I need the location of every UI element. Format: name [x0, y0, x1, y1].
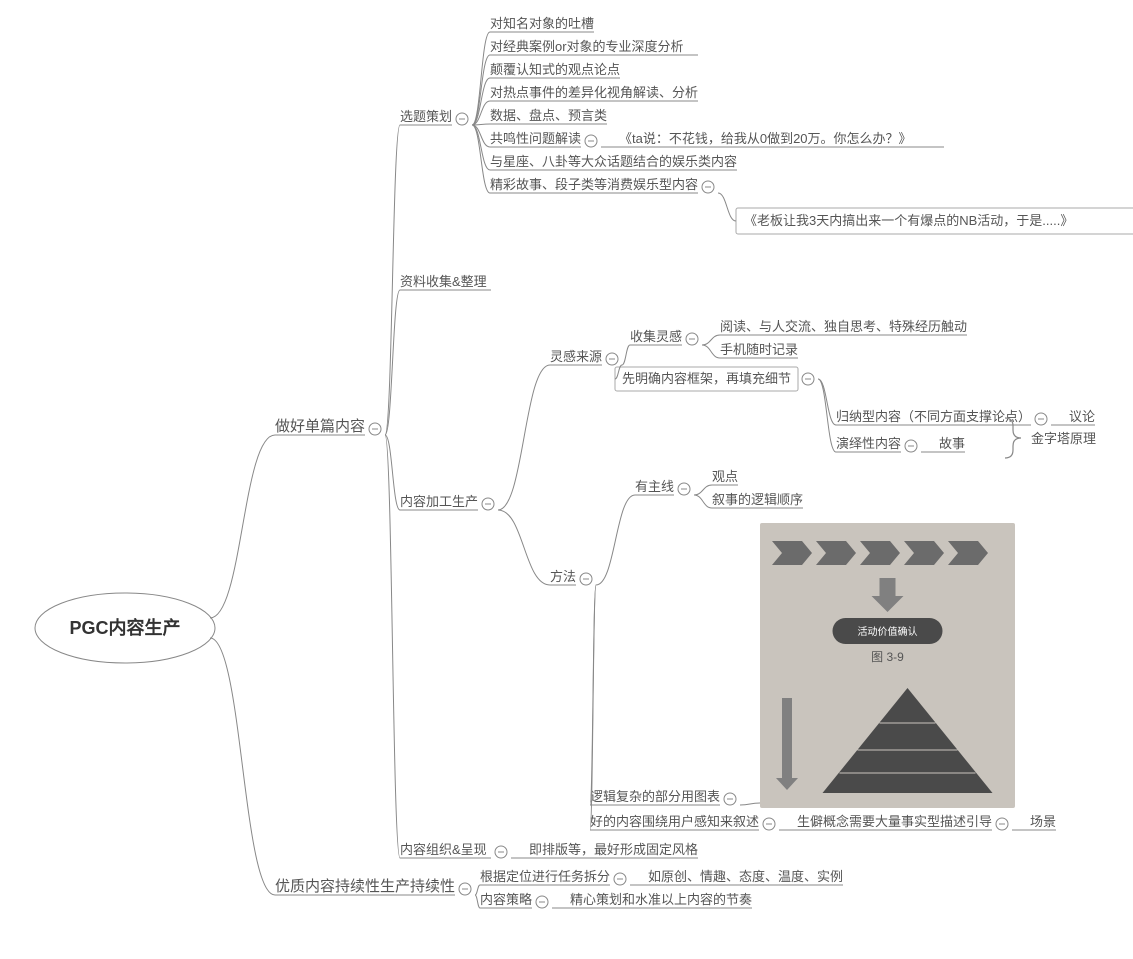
collapse-icon[interactable] — [702, 181, 714, 193]
mindmap-node: 资料收集&整理 — [400, 274, 487, 289]
mindmap-node: 观点 — [712, 469, 738, 484]
node-label: 叙事的逻辑顺序 — [712, 492, 803, 507]
node-label: 做好单篇内容 — [275, 417, 365, 435]
node-label: 阅读、与人交流、独自思考、特殊经历触动 — [720, 319, 967, 334]
branch-single: 做好单篇内容 — [275, 417, 365, 435]
collapse-icon[interactable] — [763, 818, 775, 830]
node-label: 好的内容围绕用户感知来叙述 — [590, 814, 759, 829]
collapse-icon[interactable] — [536, 896, 548, 908]
svg-text:图 3-9: 图 3-9 — [871, 650, 904, 664]
node-label: 归纳型内容（不同方面支撑论点） — [836, 409, 1031, 424]
collapse-icon[interactable] — [482, 498, 494, 510]
collapse-icon[interactable] — [495, 846, 507, 858]
node-label: 演绎性内容 — [836, 436, 901, 451]
mindmap-node: 手机随时记录 — [720, 342, 798, 357]
node-label: 数据、盘点、预言类 — [490, 108, 607, 123]
collapse-icon[interactable] — [369, 423, 381, 435]
mindmap-node: 场景 — [1030, 814, 1056, 829]
mindmap-node: 数据、盘点、预言类 — [490, 108, 607, 123]
node-label: 对经典案例or对象的专业深度分析 — [490, 39, 684, 54]
collapse-icon[interactable] — [724, 793, 736, 805]
node-label: 方法 — [550, 569, 576, 584]
mindmap-node: 与星座、八卦等大众话题结合的娱乐类内容 — [490, 154, 737, 169]
mindmap-node: 归纳型内容（不同方面支撑论点） — [836, 409, 1031, 424]
node-label: 有主线 — [635, 479, 674, 494]
mindmap-node: 演绎性内容 — [836, 436, 901, 451]
node-label: 对知名对象的吐槽 — [490, 16, 594, 31]
node-label: 内容组织&呈现 — [400, 842, 487, 857]
node-label: 内容加工生产 — [400, 494, 478, 509]
mindmap-node: 灵感来源 — [550, 349, 602, 364]
node-label: 颠覆认知式的观点论点 — [490, 62, 620, 77]
collapse-icon[interactable] — [580, 573, 592, 585]
collapse-icon[interactable] — [686, 333, 698, 345]
node-label: 生僻概念需要大量事实型描述引导 — [797, 814, 992, 829]
node-label: 逻辑复杂的部分用图表 — [590, 789, 720, 804]
mindmap-node: 好的内容围绕用户感知来叙述 — [590, 814, 759, 829]
mindmap-node: 方法 — [550, 569, 576, 584]
svg-text:即排版等，最好形成固定风格: 即排版等，最好形成固定风格 — [529, 842, 698, 857]
svg-text:金字塔原理: 金字塔原理 — [1031, 431, 1096, 446]
mindmap-node: 精彩故事、段子类等消费娱乐型内容 — [490, 177, 698, 192]
node-label: 资料收集&整理 — [400, 274, 487, 289]
mindmap-node: 内容策略 — [480, 892, 532, 907]
collapse-icon[interactable] — [606, 353, 618, 365]
mindmap-node: 生僻概念需要大量事实型描述引导 — [797, 814, 992, 829]
mindmap-node: 选题策划 — [400, 109, 452, 124]
mindmap-canvas: PGC内容生产 做好单篇内容优质内容持续性生产持续性 选题策划资料收集&整理内容加工… — [0, 0, 1133, 959]
svg-text:如原创、情趣、态度、温度、实例: 如原创、情趣、态度、温度、实例 — [648, 869, 843, 884]
mindmap-node: 颠覆认知式的观点论点 — [490, 62, 620, 77]
collapse-toggle[interactable] — [802, 373, 814, 385]
svg-text:故事: 故事 — [939, 436, 965, 451]
mindmap-node: 共鸣性问题解读 — [490, 131, 581, 146]
node-label: 与星座、八卦等大众话题结合的娱乐类内容 — [490, 154, 737, 169]
mindmap-node: 收集灵感 — [630, 329, 682, 344]
node-label: 内容策略 — [480, 892, 532, 907]
mindmap-node: 内容加工生产 — [400, 494, 478, 509]
node-label: 灵感来源 — [550, 349, 602, 364]
mindmap-node: 根据定位进行任务拆分 — [480, 869, 610, 884]
node-label: 根据定位进行任务拆分 — [480, 869, 610, 884]
collapse-icon[interactable] — [456, 113, 468, 125]
svg-text:PGC内容生产: PGC内容生产 — [69, 617, 180, 638]
node-label: 观点 — [712, 469, 738, 484]
collapse-icon[interactable] — [459, 883, 471, 895]
svg-text:精心策划和水准以上内容的节奏: 精心策划和水准以上内容的节奏 — [570, 892, 752, 907]
svg-text:《ta说：不花钱，给我从0做到20万。你怎么办？》: 《ta说：不花钱，给我从0做到20万。你怎么办？》 — [619, 131, 912, 146]
node-label: 优质内容持续性生产持续性 — [275, 878, 455, 895]
collapse-icon[interactable] — [996, 818, 1008, 830]
node-label: 选题策划 — [400, 109, 452, 124]
branch-sustain: 优质内容持续性生产持续性 — [275, 878, 455, 895]
mindmap-node: 叙事的逻辑顺序 — [712, 492, 803, 507]
mindmap-node: 阅读、与人交流、独自思考、特殊经历触动 — [720, 319, 967, 334]
svg-text:议论: 议论 — [1069, 409, 1095, 424]
node-label: 场景 — [1030, 814, 1056, 829]
embedded-figure: 活动价值确认图 3-9 — [760, 523, 1015, 808]
mindmap-node: 对知名对象的吐槽 — [490, 16, 594, 31]
collapse-icon[interactable] — [614, 873, 626, 885]
mindmap-node: 对经典案例or对象的专业深度分析 — [490, 39, 684, 54]
collapse-icon[interactable] — [678, 483, 690, 495]
collapse-icon[interactable] — [905, 440, 917, 452]
svg-text:先明确内容框架，再填充细节: 先明确内容框架，再填充细节 — [622, 371, 791, 386]
mindmap-node: 逻辑复杂的部分用图表 — [590, 789, 720, 804]
svg-text:《老板让我3天内搞出来一个有爆点的NB活动，于是.....》: 《老板让我3天内搞出来一个有爆点的NB活动，于是.....》 — [744, 213, 1073, 228]
node-label: 手机随时记录 — [720, 342, 798, 357]
node-label: 对热点事件的差异化视角解读、分析 — [490, 85, 698, 100]
node-label: 共鸣性问题解读 — [490, 131, 581, 146]
node-label: 收集灵感 — [630, 329, 682, 344]
mindmap-node: 有主线 — [635, 479, 674, 494]
collapse-icon[interactable] — [1035, 413, 1047, 425]
node-label: 精彩故事、段子类等消费娱乐型内容 — [490, 177, 698, 192]
svg-text:活动价值确认: 活动价值确认 — [858, 625, 918, 638]
mindmap-node: 对热点事件的差异化视角解读、分析 — [490, 85, 698, 100]
collapse-icon[interactable] — [585, 135, 597, 147]
mindmap-node: 内容组织&呈现 — [400, 842, 487, 857]
